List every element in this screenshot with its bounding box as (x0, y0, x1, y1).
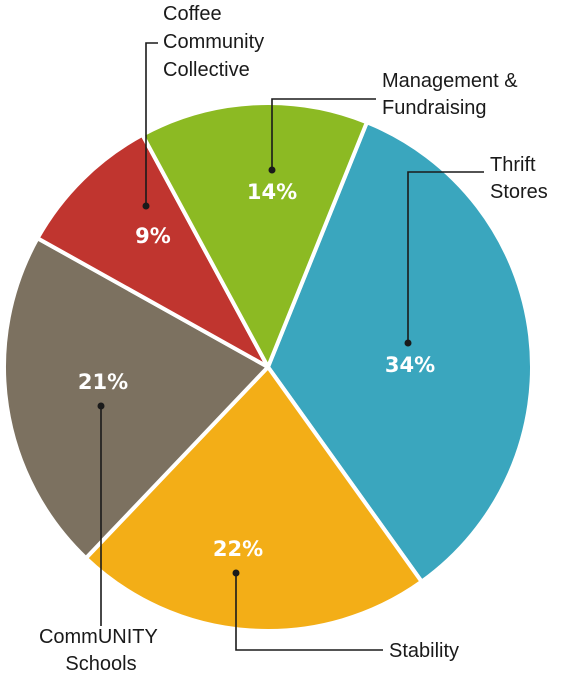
leader-line-stability (235, 573, 383, 651)
value-label-community-schools: 21% (78, 370, 128, 394)
pie-slice-coffee-community-collective (35, 132, 270, 369)
value-label-coffee-community-collective: 9% (135, 224, 171, 248)
leader-lines (97, 42, 484, 651)
category-label-management-line-1: Management & (382, 70, 518, 92)
category-label-thrift-stores-line-1: Thrift (490, 154, 536, 176)
pie-slices (2, 101, 534, 633)
pie-slice-management-fundraising (140, 101, 369, 369)
category-label-stability-line-1: Stability (389, 640, 459, 662)
category-label-management-fundraising: Management & Fundraising (382, 70, 523, 119)
category-label-thrift-stores: Thrift Stores (490, 154, 548, 203)
pie-slice-stability (83, 365, 424, 633)
category-label-thrift-stores-line-2: Stores (490, 181, 548, 203)
leader-line-thrift-stores (407, 171, 484, 343)
pie-slice-community-schools (2, 236, 270, 561)
category-label-coffee-line-1: Coffee (163, 3, 222, 25)
leader-dot-management-fundraising (268, 166, 276, 174)
category-label-community-schools-line-1: CommUNITY (39, 626, 158, 648)
leader-line-coffee-community-collective (145, 42, 158, 206)
category-label-coffee-line-2: Community (163, 31, 264, 53)
value-label-stability: 22% (213, 537, 263, 561)
pie-slice-thrift-stores (266, 120, 534, 584)
category-label-community-schools: CommUNITY Schools (39, 626, 163, 675)
category-label-community-schools-line-2: Schools (65, 653, 136, 675)
leader-dot-stability (232, 569, 240, 577)
category-label-coffee-line-3: Collective (163, 59, 250, 81)
leader-dot-thrift-stores (404, 339, 412, 347)
category-label-coffee-community-collective: Coffee Community Collective (163, 3, 270, 81)
value-label-thrift-stores: 34% (385, 353, 435, 377)
category-label-management-line-2: Fundraising (382, 97, 487, 119)
value-label-management-fundraising: 14% (247, 180, 297, 204)
category-label-stability: Stability (389, 640, 459, 662)
leader-dot-community-schools (97, 402, 105, 410)
leader-dot-coffee-community-collective (142, 202, 150, 210)
leader-line-management-fundraising (271, 98, 376, 170)
